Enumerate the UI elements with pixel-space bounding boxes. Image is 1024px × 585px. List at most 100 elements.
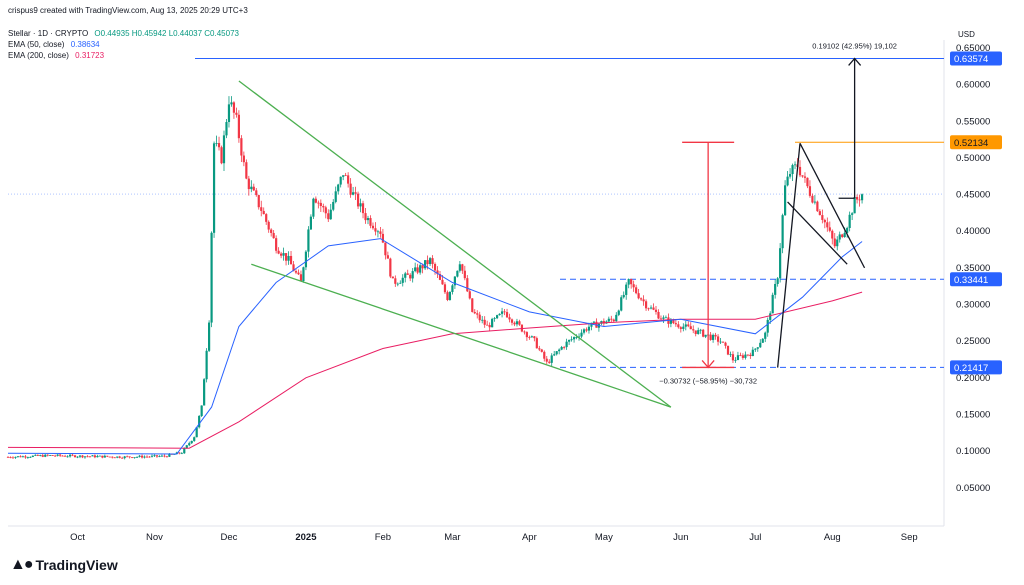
candle-body <box>260 207 263 211</box>
candle-body <box>255 190 258 196</box>
candle-body <box>697 330 700 334</box>
candle-body <box>443 284 447 293</box>
candle-body <box>9 457 12 458</box>
candle-body <box>498 313 501 316</box>
price-level-badge <box>950 51 1002 66</box>
candle-body <box>414 267 417 272</box>
candle-body <box>471 298 474 312</box>
candle-body <box>158 456 161 458</box>
candle-body <box>270 229 273 233</box>
candle-body <box>833 238 836 247</box>
candle-body <box>841 234 844 238</box>
y-tick-label: 0.35000 <box>956 263 990 274</box>
candle-body <box>307 229 310 252</box>
candle-body <box>632 284 635 288</box>
candle-body <box>324 207 327 214</box>
y-tick-label: 0.15000 <box>956 409 990 420</box>
flag-upper-line <box>799 142 866 269</box>
candle-body <box>205 350 208 380</box>
candle-body <box>496 315 499 319</box>
candle-body <box>339 176 342 185</box>
candle-body <box>78 455 82 457</box>
candle-body <box>836 239 839 247</box>
candle-body <box>776 278 779 284</box>
candle-body <box>178 452 181 454</box>
candle-body <box>793 164 797 166</box>
price-level-label: 0.21417 <box>954 363 988 374</box>
candle-body <box>354 192 357 194</box>
x-tick-label: Oct <box>70 532 85 543</box>
candle-body <box>699 329 702 331</box>
candle-body <box>788 174 792 177</box>
ema200-row[interactable]: EMA (200, close) 0.31723 <box>8 50 243 61</box>
candle-body <box>361 203 365 214</box>
currency-label[interactable]: USD <box>958 30 975 39</box>
candle-body <box>386 255 389 259</box>
candle-body <box>746 354 749 356</box>
y-tick-label: 0.05000 <box>956 483 990 494</box>
candle-body <box>334 191 337 202</box>
price-level-badge <box>950 272 1002 287</box>
candle-body <box>143 456 146 458</box>
candle-body <box>659 318 663 320</box>
candle-body <box>379 231 382 234</box>
candle-body <box>406 273 409 275</box>
y-tick-label: 0.65000 <box>956 43 990 54</box>
candle-body <box>515 321 519 325</box>
candle-body <box>545 358 548 362</box>
candle-body <box>759 342 762 348</box>
candle-body <box>851 213 854 215</box>
candle-body <box>630 279 633 285</box>
tradingview-logo-icon: ▲● <box>10 556 33 573</box>
candle-body <box>76 456 79 458</box>
candle-body <box>436 270 439 275</box>
candle-body <box>712 334 715 340</box>
ema50-row[interactable]: EMA (50, close) 0.38634 <box>8 39 243 50</box>
candle-body <box>180 453 183 455</box>
x-tick-label: 2025 <box>295 532 317 543</box>
candle-body <box>818 211 821 216</box>
candle-body <box>784 185 787 216</box>
candle-body <box>394 278 397 284</box>
candle-body <box>446 292 449 300</box>
candle-body <box>779 248 782 279</box>
candle-body <box>600 321 603 324</box>
candle-body <box>190 440 193 444</box>
candle-body <box>289 255 293 265</box>
x-tick-label: Apr <box>522 532 537 543</box>
y-tick-label: 0.10000 <box>956 446 990 457</box>
candle-body <box>533 336 536 339</box>
candle-body <box>282 253 285 256</box>
flag-pole-line <box>777 143 801 368</box>
candle-body <box>483 319 486 325</box>
candle-body <box>508 317 511 320</box>
candle-body <box>267 221 270 230</box>
symbol-label[interactable]: Stellar · 1D · CRYPTO <box>8 29 89 38</box>
candle-body <box>41 455 44 457</box>
candle-body <box>93 455 96 458</box>
candle-body <box>500 311 504 314</box>
candle-body <box>404 273 407 278</box>
candle-body <box>116 456 119 458</box>
x-tick-label: Nov <box>146 532 163 543</box>
candle-body <box>203 379 206 406</box>
candle-body <box>19 456 22 458</box>
candle-body <box>195 427 198 438</box>
measure-up-label: 0.19102 (42.95%) 19,102 <box>812 41 897 50</box>
candle-body <box>580 332 583 337</box>
candle-body <box>481 319 484 321</box>
candle-body <box>73 455 77 458</box>
candle-body <box>133 457 136 459</box>
tradingview-brand[interactable]: ▲● TradingView <box>10 556 118 574</box>
price-level-badge <box>950 360 1002 375</box>
candle-body <box>843 232 846 238</box>
ohlc-values: O0.44935 H0.45942 L0.44037 C0.45073 <box>94 29 239 38</box>
candle-body <box>419 265 422 273</box>
candle-body <box>441 279 444 285</box>
candle-body <box>592 321 596 323</box>
candle-body <box>314 198 317 203</box>
candle-body <box>692 329 695 331</box>
candle-body <box>126 456 129 458</box>
candle-body <box>240 138 243 156</box>
